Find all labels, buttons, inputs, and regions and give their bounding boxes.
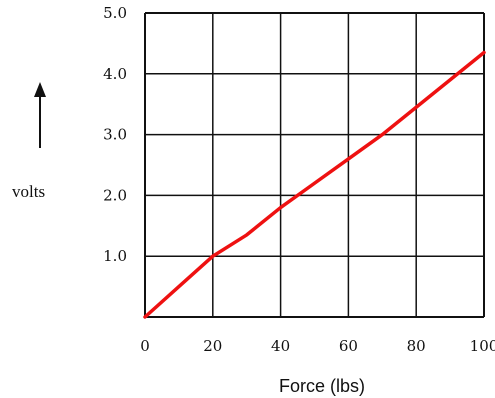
up-arrow-icon — [34, 82, 46, 148]
y-tick-label: 4.0 — [103, 65, 127, 83]
x-tick-label: 40 — [271, 337, 290, 355]
grid-layer — [144, 12, 485, 318]
x-axis-title: Force (lbs) — [279, 376, 365, 396]
series-layer — [143, 50, 486, 319]
y-tick-label: 5.0 — [103, 4, 127, 22]
x-tick-label: 80 — [407, 337, 426, 355]
series-line — [143, 50, 486, 319]
y-tick-label: 3.0 — [103, 126, 127, 144]
x-tick-label: 100 — [470, 337, 495, 355]
x-tick-label: 0 — [140, 337, 150, 355]
y-tick-labels: 1.0 2.0 3.0 4.0 5.0 — [103, 4, 127, 265]
x-tick-labels: 0 20 40 60 80 100 — [140, 337, 495, 355]
y-tick-label: 2.0 — [103, 186, 127, 204]
y-axis-title: volts — [12, 182, 45, 201]
x-tick-label: 20 — [203, 337, 222, 355]
x-tick-label: 60 — [339, 337, 358, 355]
y-tick-label: 1.0 — [103, 247, 127, 265]
